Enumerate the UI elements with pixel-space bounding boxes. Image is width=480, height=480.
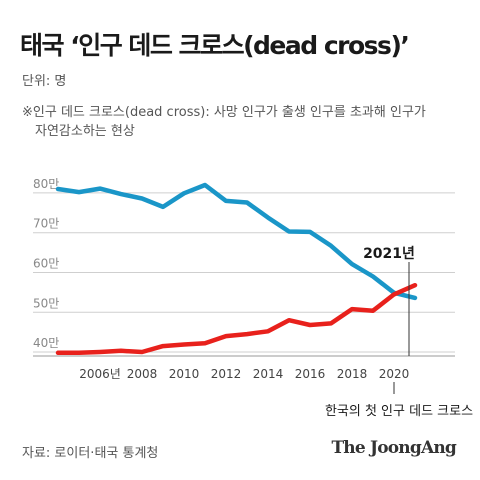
- unit-label: 단위: 명: [22, 74, 67, 89]
- x-tick-label: 2008: [127, 367, 158, 381]
- source-credit: 자료: 로이터·태국 통계청: [22, 446, 159, 461]
- x-tick-label: 2016: [295, 367, 326, 381]
- chart-title: 태국 ‘인구 데드 크로스(dead cross)’: [20, 31, 410, 60]
- x-tick-label: 2012: [211, 367, 242, 381]
- brand-logo: The JoongAng: [331, 438, 456, 458]
- footnote-line-1: ※인구 데드 크로스(dead cross): 사망 인구가 출생 인구를 초과…: [22, 105, 426, 120]
- series-line-1: [55, 282, 418, 356]
- y-tick-label: 80만: [33, 177, 59, 191]
- footnote-line-2: 자연감소하는 현상: [35, 124, 135, 139]
- y-axis: 40만 50만 60만 70만 80만: [33, 177, 59, 350]
- y-tick-label: 50만: [33, 296, 59, 310]
- x-tick-label: 2010: [169, 367, 200, 381]
- y-tick-label: 70만: [33, 217, 59, 231]
- x-tick-label: 2014: [253, 367, 284, 381]
- cross-year-label: 2021년: [363, 246, 415, 262]
- dead-cross-callout: 한국의 첫 인구 데드 크로스: [325, 404, 473, 419]
- y-tick-label: 40만: [33, 336, 59, 350]
- series-lines: [55, 182, 418, 356]
- x-tick-label: 2020: [379, 367, 410, 381]
- series-line-0: [55, 182, 418, 301]
- footnote: ※인구 데드 크로스(dead cross): 사망 인구가 출생 인구를 초과…: [22, 103, 462, 141]
- x-axis: 2006년 2008 2010 2012 2014 2016 2018 2020: [79, 367, 409, 381]
- x-tick-label: 2018: [337, 367, 368, 381]
- gridlines: [33, 192, 455, 357]
- x-tick-label: 2006년: [79, 367, 121, 381]
- y-tick-label: 60만: [33, 256, 59, 270]
